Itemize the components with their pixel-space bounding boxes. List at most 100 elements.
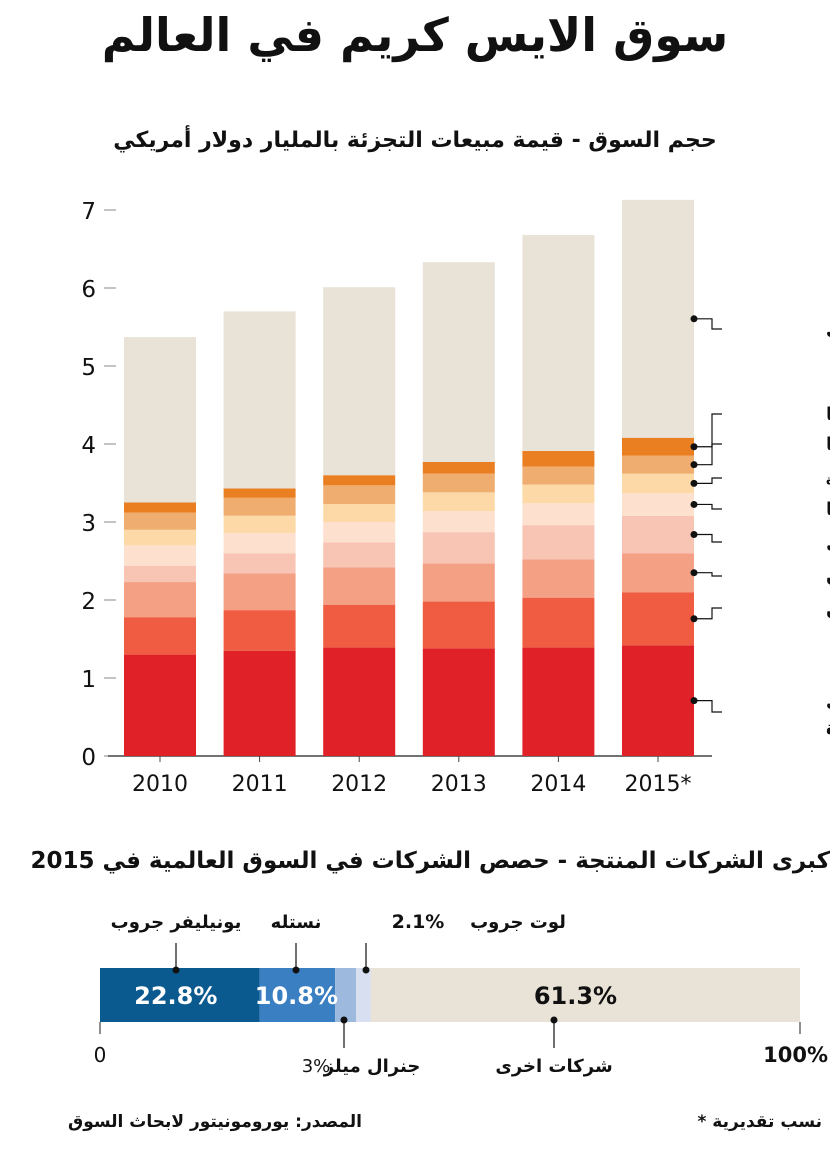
company-share-label: 2.1% (392, 911, 445, 933)
bar-segment (422, 461, 495, 474)
share-segment (370, 968, 800, 1022)
bar-segment (622, 473, 694, 494)
company-share-label: 3% (302, 1056, 331, 1077)
bar-segment (323, 485, 396, 505)
legend-leader (694, 477, 722, 484)
bar-segment (422, 511, 495, 533)
x-tick-label: 2014 (530, 772, 586, 797)
legend-label: البرازيل (826, 532, 830, 553)
legend-leader (694, 443, 722, 466)
legend-leader (694, 533, 722, 543)
main-title: سوق الايس كريم في العالم (101, 8, 729, 62)
share-segment (335, 968, 357, 1022)
x-tick-label: 2015* (625, 772, 692, 797)
bar-segment (323, 504, 396, 522)
bar-segment (223, 610, 296, 651)
bar-segment (323, 522, 396, 543)
y-tick-label: 7 (81, 199, 96, 225)
bar-segment (124, 565, 196, 583)
y-tick-label: 4 (81, 433, 96, 459)
x-tick-label: 2013 (431, 772, 487, 797)
bar-segment (323, 475, 396, 486)
share-value-label: 10.8% (255, 982, 338, 1010)
bar-segment (124, 512, 196, 530)
bar-segment (622, 493, 694, 516)
bar-segment (522, 503, 595, 526)
legend-label: اليابان (826, 566, 830, 587)
company-name-label: لوت جروب (470, 912, 566, 933)
bar-segment (622, 592, 694, 646)
company-name-label: شركات اخرى (495, 1056, 612, 1077)
bar-segment (522, 466, 595, 485)
bar-segment (323, 647, 396, 756)
legend-label: المملكة المتحدة (826, 473, 830, 488)
y-tick-label: 2 (81, 589, 96, 615)
bar-segment (422, 532, 495, 564)
bar-segment (422, 473, 495, 493)
bar-segment (422, 262, 495, 462)
bar-segment (422, 648, 495, 756)
estimate-note: نسب تقديرية * (697, 1112, 823, 1132)
bar-segment (622, 645, 694, 756)
bar-segment (223, 553, 296, 574)
legend-label: الصين (826, 598, 830, 619)
bar-segment (622, 515, 694, 554)
callout-dot (292, 966, 300, 974)
bar-segment (323, 604, 396, 648)
bar-segment (124, 545, 196, 566)
bar-segment (124, 337, 196, 503)
bar-segment (124, 617, 196, 655)
bar-segment (223, 497, 296, 516)
bar-segment (223, 532, 296, 554)
bar-segment (323, 287, 396, 476)
market-size-chart: 0 1 2 3 4 5 6 7 2010 2011 2012 2013 2014 2015* الولايا… (81, 199, 830, 797)
y-tick-label: 1 (81, 667, 96, 693)
bar-segment (522, 484, 595, 504)
bar-segment (522, 234, 595, 452)
legend-leader (694, 318, 722, 330)
bar-segment (522, 559, 595, 598)
bar-segment (223, 573, 296, 611)
chart2-title: كبرى الشركات المنتجة - حصص الشركات في ال… (30, 848, 830, 874)
y-tick-label: 6 (81, 277, 96, 303)
callout-dot (550, 1016, 558, 1024)
bar-segment (223, 650, 296, 756)
company-name-label: يونيليفر جروب (111, 912, 242, 933)
legend-leader (694, 503, 722, 510)
x-tick-label: 2011 (232, 772, 288, 797)
share-value-label: 61.3% (534, 982, 617, 1010)
bar-segment (622, 199, 694, 438)
callout-dot (172, 966, 180, 974)
company-name-label: جنرال ميلز (323, 1056, 421, 1077)
callout-dot (340, 1016, 348, 1024)
legend-leader (694, 607, 722, 620)
y-tick-label: 3 (81, 511, 96, 537)
bar-segment (323, 567, 396, 605)
source-note: المصدر: يورومونيتور لابحاث السوق (68, 1112, 362, 1132)
legend-leader (694, 572, 722, 577)
bar-segment (522, 647, 595, 756)
share-segment (100, 968, 260, 1022)
bar-segment (124, 654, 196, 756)
share-segment (356, 968, 371, 1022)
bar-segment (622, 553, 694, 593)
bar-segment (522, 597, 595, 648)
bar-segment (124, 529, 196, 546)
bar-segment (422, 563, 495, 602)
legend-leader (694, 413, 722, 448)
share-segment (259, 968, 336, 1022)
bar-segment (223, 488, 296, 498)
legend-label: الولايات (826, 693, 830, 714)
bar-segment (422, 492, 495, 512)
y-tick-label: 0 (81, 745, 96, 771)
bar-segment (223, 311, 296, 489)
x-tick-label: 2010 (132, 772, 188, 797)
legend-label: ألمانيا (826, 497, 830, 520)
y-tick-label: 5 (81, 355, 96, 381)
axis-label-start: 0 (94, 1043, 107, 1067)
legend-leader (694, 700, 722, 713)
x-tick-label: 2012 (331, 772, 387, 797)
bar-segment (622, 455, 694, 474)
bar-segment (522, 451, 595, 467)
